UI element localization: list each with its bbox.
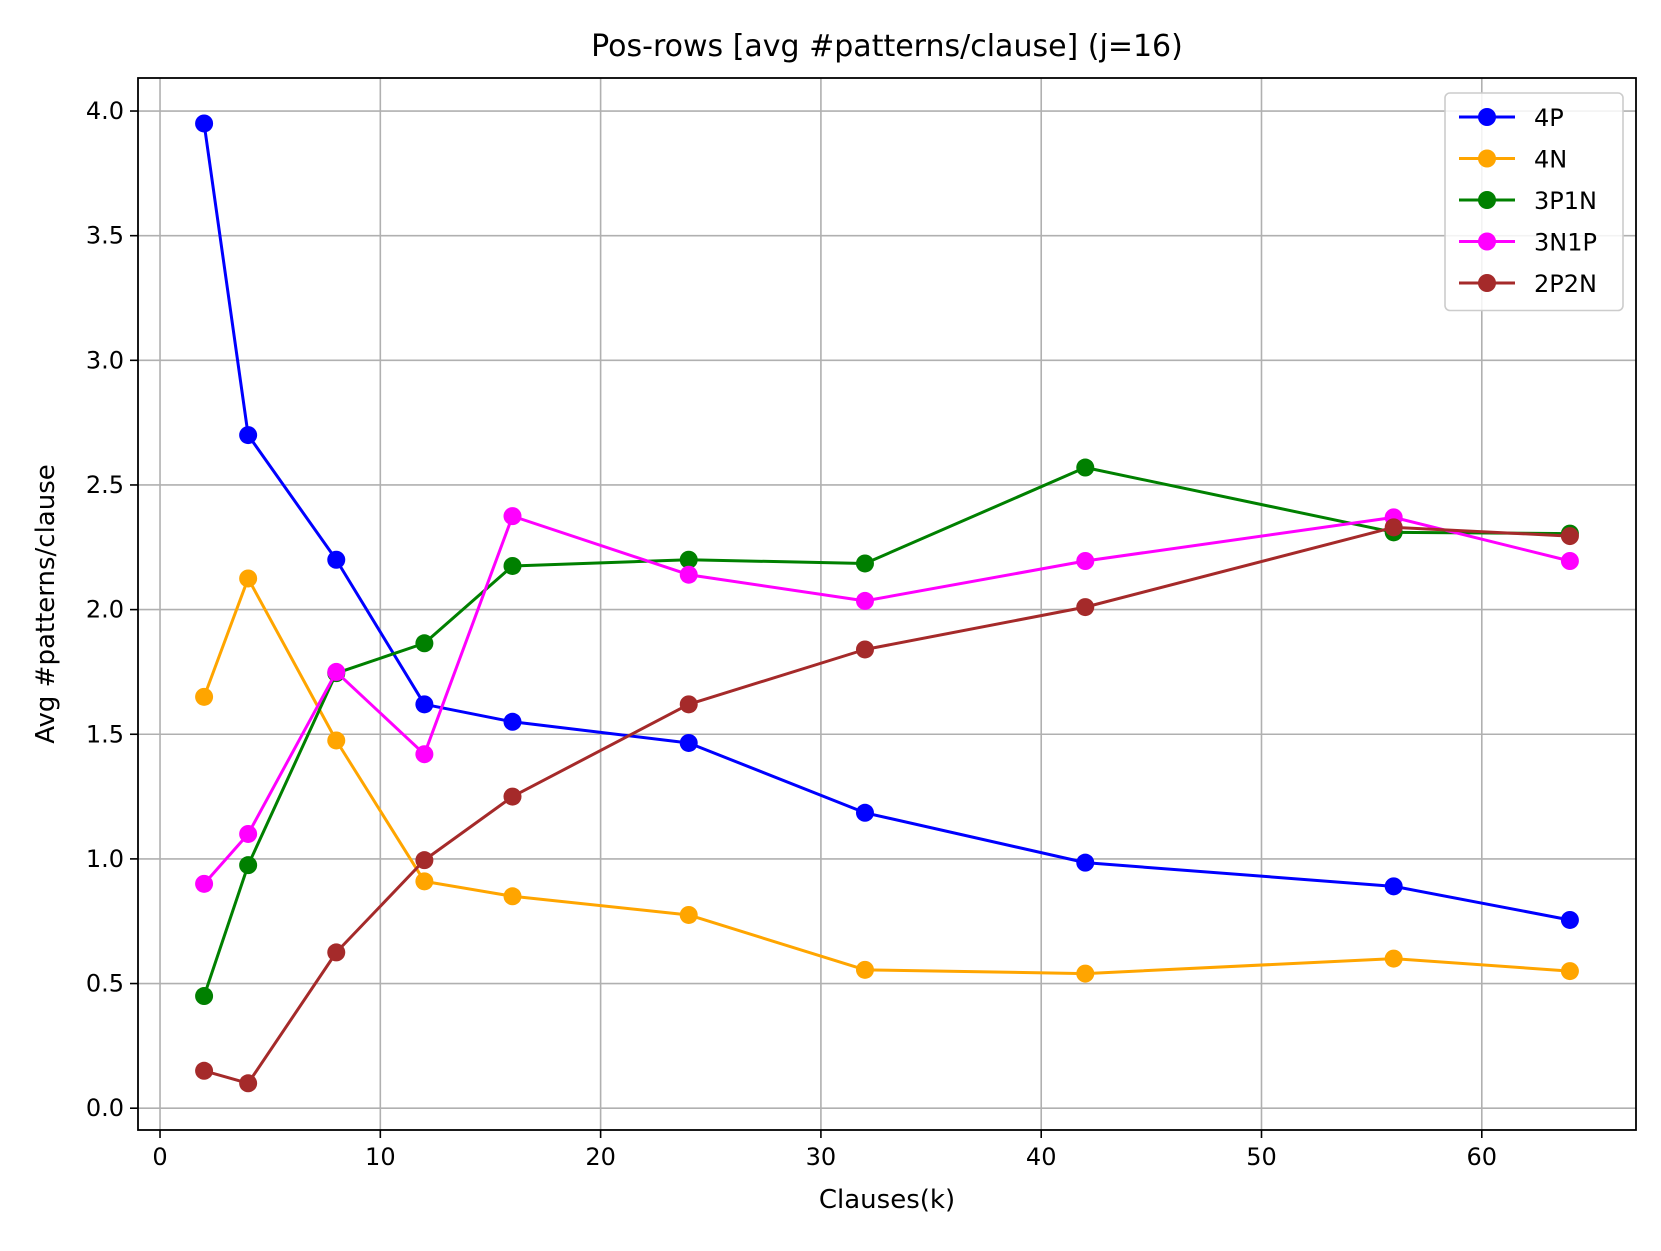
series-line-4n [202, 576, 1571, 976]
legend-marker [1478, 191, 1496, 209]
data-point [327, 550, 346, 569]
chart-title: Pos-rows [avg #patterns/clause] (j=16) [591, 29, 1183, 64]
y-tick-label: 2.0 [86, 596, 124, 624]
data-point [1076, 551, 1095, 570]
y-tick-label: 3.5 [86, 222, 124, 250]
y-axis-label: Avg #patterns/clause [31, 464, 61, 744]
data-point [679, 550, 698, 569]
data-point [195, 874, 214, 893]
series-3p1n [195, 458, 1579, 1006]
x-tick-label: 50 [1246, 1143, 1277, 1171]
legend-marker [1478, 232, 1496, 251]
x-tick-label: 40 [1026, 1143, 1057, 1171]
legend-item-2p2n: 2P2N [1459, 270, 1597, 298]
legend: 4P 4N 3P1N 3N1P 2P2N [1444, 92, 1624, 312]
data-point [855, 554, 874, 573]
data-point [1384, 518, 1403, 537]
y-tick-label: 1.0 [86, 845, 124, 873]
series-4p [195, 114, 1579, 929]
x-tick-label: 10 [365, 1143, 396, 1171]
data-point [1560, 910, 1579, 929]
data-point [503, 712, 522, 731]
data-point [239, 426, 258, 445]
data-point [239, 569, 258, 588]
data-point [195, 687, 214, 706]
data-point [327, 662, 346, 681]
data-point [855, 803, 874, 822]
data-point [1076, 598, 1095, 617]
data-point [327, 731, 346, 750]
data-point [679, 905, 698, 924]
data-point [415, 695, 434, 714]
axis-ticks: 0 10 20 30 40 50 60 0.0 0.5 1.0 1.5 2.0 2.5 3.0 3.5 4.0 [86, 97, 1497, 1171]
data-point [503, 556, 522, 575]
data-point [415, 851, 434, 870]
data-point [239, 856, 258, 875]
data-point [855, 960, 874, 979]
legend-item-3n1p: 3N1P [1459, 229, 1597, 257]
legend-item-3p1n: 3P1N [1459, 187, 1597, 215]
series-line-2p2n [203, 525, 1570, 1085]
x-axis-label: Clauses(k) [819, 1185, 955, 1215]
data-point [855, 640, 874, 659]
data-point [1384, 877, 1403, 896]
data-point [415, 872, 434, 891]
legend-marker [1478, 108, 1496, 126]
legend-label: 3N1P [1534, 229, 1597, 257]
data-point [1076, 964, 1095, 983]
legend-marker [1478, 274, 1496, 292]
legend-label: 2P2N [1534, 270, 1597, 298]
legend-label: 3P1N [1534, 187, 1597, 215]
legend-label: 4P [1534, 104, 1564, 132]
series-line-4p [202, 123, 1571, 922]
data-point [195, 987, 214, 1006]
plot-frame [137, 77, 1637, 1131]
x-tick-label: 0 [152, 1143, 167, 1171]
data-point [503, 887, 522, 906]
data-point [415, 634, 434, 653]
y-tick-label: 2.5 [86, 471, 124, 499]
series-line-3n1p [202, 514, 1571, 885]
grid [138, 78, 1636, 1130]
data-point [327, 943, 346, 962]
y-tick-label: 0.5 [86, 970, 124, 998]
series-4n [195, 569, 1579, 983]
x-tick-label: 60 [1467, 1143, 1498, 1171]
data-point [679, 565, 698, 584]
data-point [1560, 527, 1579, 546]
data-point [1384, 949, 1403, 968]
series-line-3p1n [202, 466, 1570, 997]
legend-item-4p: 4P [1459, 104, 1564, 132]
data-point [1560, 962, 1579, 981]
data-point [503, 507, 522, 526]
y-tick-label: 3.0 [86, 346, 124, 374]
data-point [239, 824, 258, 843]
data-point [1076, 458, 1095, 477]
legend-box [1444, 92, 1624, 312]
series-3n1p [195, 507, 1579, 893]
data-point [239, 1074, 258, 1093]
data-point [1076, 853, 1095, 872]
data-point [679, 695, 698, 714]
series-layer [195, 114, 1579, 1093]
data-point [195, 114, 214, 133]
legend-marker [1478, 149, 1496, 168]
y-tick-label: 4.0 [86, 97, 124, 125]
x-tick-label: 20 [585, 1143, 616, 1171]
data-point [503, 787, 522, 806]
data-point [679, 733, 698, 752]
y-tick-label: 0.0 [86, 1094, 124, 1122]
y-tick-label: 1.5 [86, 720, 124, 748]
data-point [415, 745, 434, 764]
legend-label: 4N [1534, 146, 1567, 174]
legend-item-4n: 4N [1459, 146, 1567, 174]
series-2p2n [195, 518, 1579, 1093]
data-point [855, 591, 874, 610]
data-point [1560, 551, 1579, 570]
x-tick-label: 30 [806, 1143, 837, 1171]
data-point [195, 1061, 214, 1080]
